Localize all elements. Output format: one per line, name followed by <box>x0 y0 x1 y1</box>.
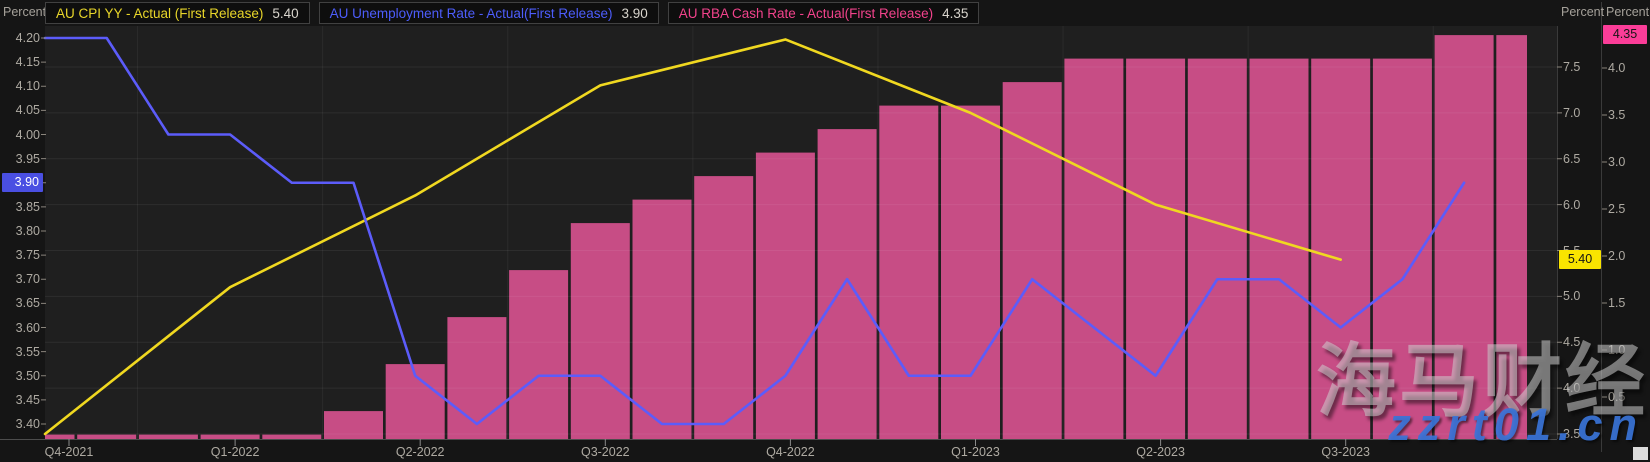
left-axis-unit: Percent <box>3 5 47 19</box>
axis-tick-label: 4.0 <box>1608 61 1626 75</box>
legend-item-cash-rate[interactable]: AU RBA Cash Rate - Actual(First Release)… <box>667 2 980 24</box>
axis-tick-label: 7.0 <box>1563 105 1581 120</box>
axis-tick-label: 3.40 <box>15 417 40 431</box>
axis-tick-label: 1.0 <box>1608 343 1626 357</box>
axis-tick-label: Q4-2022 <box>766 445 815 459</box>
axis-tick-label: Q4-2021 <box>44 445 94 459</box>
legend-item-cpi[interactable]: AU CPI YY - Actual (First Release) 5.40 <box>45 2 310 24</box>
legend: AU CPI YY - Actual (First Release) 5.40 … <box>45 2 980 24</box>
axis-tick-label: 3.60 <box>15 320 40 335</box>
legend-item-unemployment[interactable]: AU Unemployment Rate - Actual(First Rele… <box>318 2 659 24</box>
axis-tick-label: 4.15 <box>15 55 40 70</box>
series-label: AU RBA Cash Rate - Actual(First Release) <box>678 5 934 21</box>
axis-tick-label: Q2-2023 <box>1136 445 1185 459</box>
axis-tick-label: Q1-2022 <box>210 445 260 459</box>
corner-logo <box>1633 447 1648 460</box>
axis-tick-label: 5.0 <box>1563 289 1581 304</box>
right-inner-axis-unit: Percent <box>1561 5 1605 19</box>
cash-rate-value-badge: 4.35 <box>1603 25 1647 44</box>
axis-tick-label: 4.20 <box>15 31 40 45</box>
unemployment-value-badge: 3.90 <box>2 173 43 192</box>
series-value: 3.90 <box>621 5 648 21</box>
axis-tick-label: 3.5 <box>1563 427 1581 441</box>
axis-tick-label: 4.00 <box>15 127 40 142</box>
axis-tick-label: Q1-2023 <box>951 445 1000 459</box>
axis-tick-label: 3.50 <box>15 368 40 383</box>
series-value: 5.40 <box>272 5 299 21</box>
series-label: AU CPI YY - Actual (First Release) <box>56 5 264 21</box>
series-label: AU Unemployment Rate - Actual(First Rele… <box>329 5 613 21</box>
axis-tick-label: 2.0 <box>1608 249 1626 263</box>
axis-tick-label: Q3-2022 <box>580 445 630 459</box>
axis-tick-label: 1.5 <box>1608 296 1626 310</box>
axis-tick-label: 3.5 <box>1608 108 1626 122</box>
axis-tick-label: 4.5 <box>1563 335 1581 350</box>
axis-tick-label: 3.0 <box>1608 155 1626 169</box>
axis-tick-label: 2.5 <box>1608 202 1626 216</box>
cpi-value-badge: 5.40 <box>1559 250 1601 269</box>
series-value: 4.35 <box>942 5 969 21</box>
axis-tick-label: 4.0 <box>1563 381 1581 396</box>
axis-tick-label: 3.80 <box>15 224 40 238</box>
axis-tick-label: 3.85 <box>15 199 40 214</box>
axis-tick-label: 7.5 <box>1563 60 1581 74</box>
axis-tick-label: 3.45 <box>15 392 40 407</box>
axis-tick-label: 0.5 <box>1608 390 1626 404</box>
watermark-brand: 海马财经 <box>1316 337 1648 426</box>
axis-tick-label: 3.75 <box>15 248 40 263</box>
axis-tick-label: 4.10 <box>15 79 40 94</box>
axis-tick-label: 6.5 <box>1563 151 1581 166</box>
axis-tick-label: 3.95 <box>15 151 40 166</box>
axis-tick-label: 4.05 <box>15 103 40 118</box>
axis-tick-label: 3.70 <box>15 272 40 287</box>
axis-tick-label: 3.65 <box>15 296 40 311</box>
axis-tick-label: Q2-2022 <box>395 445 445 459</box>
axis-tick-label: 3.55 <box>15 344 40 359</box>
axis-tick-label: Q3-2023 <box>1321 445 1371 459</box>
axis-tick-label: 6.0 <box>1563 197 1581 212</box>
watermark-domain: zzrt01.cn <box>1388 399 1644 450</box>
right-outer-axis-unit: Percent <box>1606 5 1650 19</box>
